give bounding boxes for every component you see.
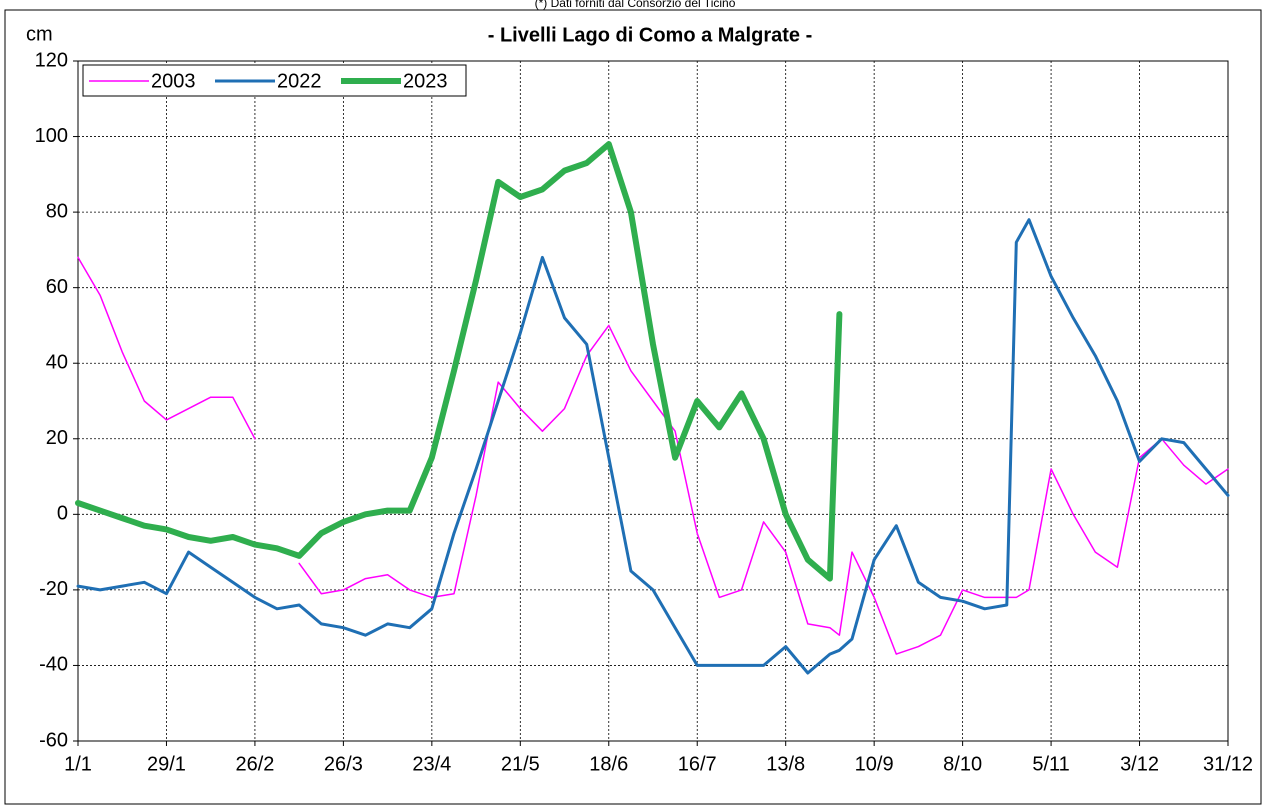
x-tick-label: 21/5 bbox=[501, 753, 540, 775]
x-tick-label: 26/2 bbox=[235, 753, 274, 775]
y-tick-label: 0 bbox=[57, 503, 68, 525]
x-tick-label: 1/1 bbox=[64, 753, 92, 775]
legend-label: 2023 bbox=[403, 70, 448, 92]
plot-border bbox=[77, 60, 1229, 742]
x-tick-label: 29/1 bbox=[147, 753, 186, 775]
x-tick-label: 23/4 bbox=[412, 753, 451, 775]
series-line bbox=[75, 141, 843, 582]
y-tick-label: 60 bbox=[46, 276, 68, 298]
legend-label: 2022 bbox=[277, 70, 322, 92]
y-tick-label: 100 bbox=[35, 125, 68, 147]
x-tick-label: 5/11 bbox=[1032, 753, 1069, 775]
x-tick-label: 8/10 bbox=[943, 753, 982, 775]
legend-label: 2003 bbox=[151, 70, 196, 92]
y-tick-label: 40 bbox=[46, 352, 68, 374]
chart-title: - Livelli Lago di Como a Malgrate - bbox=[488, 24, 812, 46]
y-tick-label: 80 bbox=[46, 200, 68, 222]
x-tick-label: 18/6 bbox=[589, 753, 628, 775]
series-line bbox=[77, 256, 1229, 655]
chart-subtitle: (*) Dati forniti dal Consorzio del Ticin… bbox=[535, 0, 736, 10]
x-tick-label: 26/3 bbox=[324, 753, 363, 775]
x-tick-label: 31/12 bbox=[1203, 753, 1253, 775]
series-line bbox=[76, 218, 1230, 675]
x-tick-label: 10/9 bbox=[855, 753, 894, 775]
y-tick-label: 20 bbox=[46, 427, 68, 449]
y-tick-label: -20 bbox=[39, 578, 68, 600]
x-tick-label: 3/12 bbox=[1120, 753, 1159, 775]
y-tick-label: -60 bbox=[39, 729, 68, 751]
x-tick-label: 16/7 bbox=[678, 753, 717, 775]
y-tick-label: -40 bbox=[39, 654, 68, 676]
x-tick-label: 13/8 bbox=[766, 753, 805, 775]
y-axis-label: cm bbox=[26, 23, 53, 45]
y-tick-label: 120 bbox=[35, 49, 68, 71]
